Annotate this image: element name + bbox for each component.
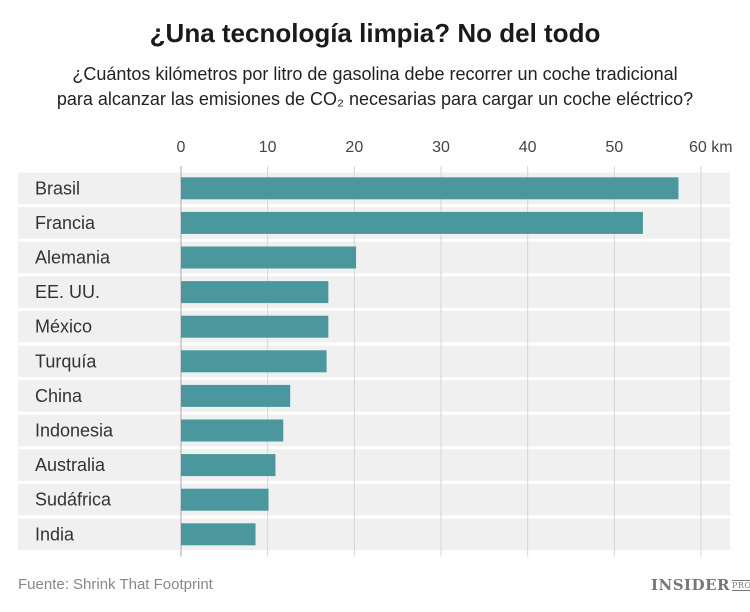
bar-10 bbox=[181, 523, 256, 546]
insider-pro-logo: INSIDER PRO bbox=[651, 576, 750, 594]
tick-label: 10 bbox=[259, 139, 277, 156]
row-background bbox=[18, 518, 730, 551]
category-label: Sudáfrica bbox=[35, 490, 112, 510]
category-label: EE. UU. bbox=[35, 282, 100, 302]
category-label: Brasil bbox=[35, 178, 80, 198]
row-background bbox=[18, 414, 730, 447]
bar-6 bbox=[181, 384, 291, 407]
category-label: Alemania bbox=[35, 248, 111, 268]
tick-label: 30 bbox=[432, 139, 450, 156]
bar-1 bbox=[181, 211, 643, 234]
row-background bbox=[18, 276, 730, 308]
bar-0 bbox=[181, 177, 679, 200]
row-background bbox=[18, 241, 730, 274]
bar-8 bbox=[181, 454, 276, 477]
bar-2 bbox=[181, 246, 357, 269]
category-label: Francia bbox=[35, 213, 96, 233]
bar-5 bbox=[181, 350, 327, 373]
row-background bbox=[18, 380, 730, 412]
tick-label: 20 bbox=[345, 139, 363, 156]
tick-label: 40 bbox=[519, 139, 537, 156]
source-note: Fuente: Shrink That Footprint bbox=[18, 576, 213, 593]
row-background bbox=[18, 483, 730, 516]
tick-label: 60 km bbox=[689, 139, 733, 156]
row-background bbox=[18, 449, 730, 481]
category-label: India bbox=[35, 524, 75, 544]
chart-subtitle-line-2: para alcanzar las emisiones de CO₂ neces… bbox=[56, 89, 694, 109]
category-label: México bbox=[35, 317, 92, 337]
bar-4 bbox=[181, 315, 329, 338]
category-label: Turquía bbox=[35, 351, 97, 371]
category-label: Indonesia bbox=[35, 421, 114, 441]
chart-title: ¿Una tecnología limpia? No del todo bbox=[149, 18, 601, 48]
bar-7 bbox=[181, 419, 284, 442]
chart-subtitle-line-1: ¿Cuántos kilómetros por litro de gasolin… bbox=[72, 64, 678, 84]
tick-label: 50 bbox=[605, 139, 623, 156]
row-background bbox=[18, 310, 730, 343]
category-label: Australia bbox=[35, 455, 106, 475]
row-background bbox=[18, 345, 730, 378]
tick-label: 0 bbox=[177, 139, 186, 156]
bar-3 bbox=[181, 281, 329, 304]
bar-9 bbox=[181, 488, 269, 511]
category-label: China bbox=[35, 386, 83, 406]
